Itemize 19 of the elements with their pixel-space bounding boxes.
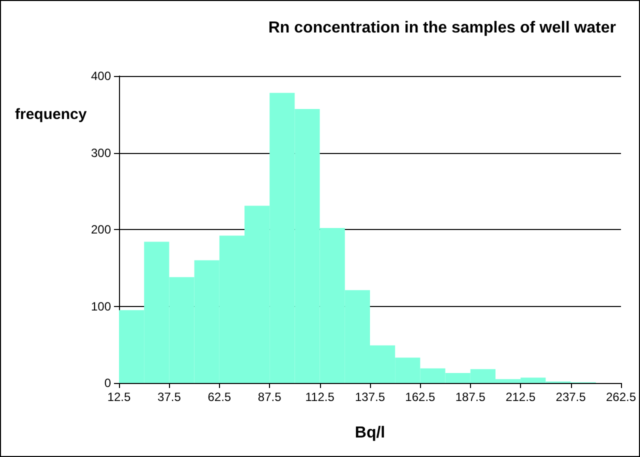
x-axis-title: Bq/l <box>354 424 386 442</box>
x-tick-label: 137.5 <box>354 390 386 404</box>
y-tick-label: 400 <box>90 69 112 83</box>
x-tick-label: 187.5 <box>455 390 486 404</box>
chart-title: Rn concentration in the samples of well water <box>268 20 616 36</box>
y-tick-label: 100 <box>90 299 112 314</box>
y-tick-label: 200 <box>90 222 112 236</box>
x-tick-label: 112.5 <box>305 390 335 404</box>
y-axis-title: frequency <box>15 106 88 123</box>
x-tick-label: 162.5 <box>405 390 436 404</box>
y-tick-label: 0 <box>104 376 112 390</box>
y-tick-label: 300 <box>90 146 112 160</box>
x-tick-label: 212.5 <box>506 390 536 404</box>
x-tick-label: 87.5 <box>258 390 282 404</box>
x-tick-label: 62.5 <box>208 390 232 404</box>
x-tick-label: 237.5 <box>556 390 586 404</box>
x-tick-label: 37.5 <box>158 390 182 404</box>
x-tick-label: 12.5 <box>107 390 131 404</box>
x-tick-label: 262.5 <box>606 390 636 404</box>
